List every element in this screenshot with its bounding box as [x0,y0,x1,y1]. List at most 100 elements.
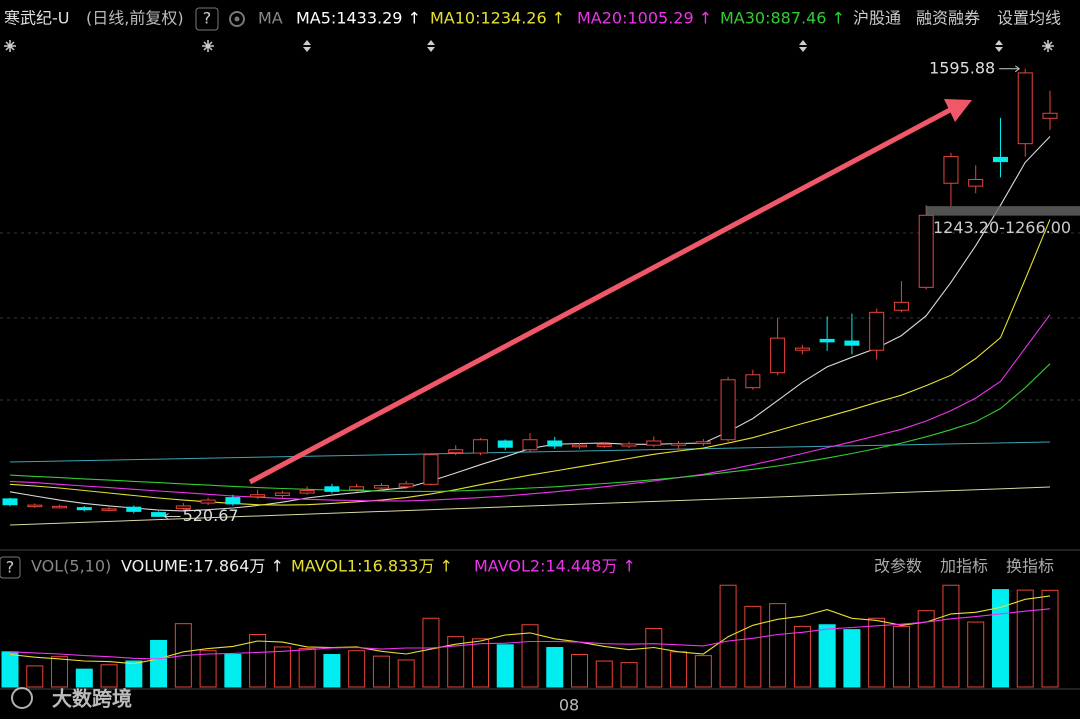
candle-body [423,454,439,485]
volume-bar [769,603,787,688]
star-marker [1042,40,1054,52]
ma-legend: MA5:1433.29 ↑ [296,9,421,28]
annotation-label: 1595.88 [929,58,995,77]
volume-bar [868,617,886,688]
volume-bar [670,651,688,688]
volume-bar [645,628,663,688]
annotation-label: 520.67 [183,506,239,525]
volume-bar [199,650,217,688]
volume-bar [595,660,613,688]
volume-bar [273,646,291,688]
markers [303,40,1003,52]
candle-body [943,156,959,184]
watermark: 大数跨境 [52,687,132,711]
candle-body [844,340,860,346]
x-axis-label: 08 [559,696,579,715]
candle-body [2,498,18,506]
candle-body [76,507,92,511]
help[interactable]: ? [203,9,212,28]
volume-legend: MAVOL1:16.833万 ↑ [291,557,453,576]
ma-legend: MA20:1005.29 ↑ [577,9,712,28]
ma-button[interactable]: MA [258,9,283,28]
candle-body [770,337,786,374]
ma-legend: MA30:887.46 ↑ [720,9,845,28]
volume-bar [422,617,440,688]
candle-body [992,156,1008,163]
volume-bar [471,638,489,688]
star-marker [202,40,214,52]
volume-bar [1041,589,1059,688]
button[interactable]: 换指标 [1006,557,1054,576]
volume-bar [447,636,465,688]
trend-arrowhead [944,99,972,122]
volume-bar [942,584,960,688]
stock-title: 寒武纪-U [4,9,70,28]
candle-body [299,490,315,494]
gear-center [234,16,240,22]
volume-legend: MAVOL2:14.448万 ↑ [474,557,636,576]
volume-bar [125,660,143,688]
price-band [926,206,1080,216]
button[interactable]: 改参数 [874,557,922,576]
volume-bar [620,662,638,688]
candle-body [101,508,117,511]
help-box[interactable] [195,7,219,31]
long-ma [9,486,1051,526]
button[interactable]: 加指标 [940,557,988,576]
ma-line [9,363,1051,492]
candle-body [720,379,736,441]
volume-bar [372,655,390,688]
volume-bar [991,589,1009,688]
volume-bar [546,646,564,688]
volume-bar [1,651,19,688]
candle-body [448,449,464,454]
volume-bar [917,610,935,688]
diamond-marker [995,40,1003,52]
candle-body [621,443,637,447]
volume-bar [1016,589,1034,688]
volume-bar [249,634,267,688]
link[interactable]: 设置均线 [997,9,1061,28]
annotation-arrowhead [163,513,169,520]
candle-body [794,347,810,351]
ma-line [9,595,1051,665]
volume-bar [75,668,93,688]
candle-body [695,441,711,444]
ma-line [9,219,1051,506]
link[interactable]: 沪股通 [853,9,901,28]
candle-body [596,444,612,447]
volume-bar [496,644,514,688]
candle-body [745,374,761,389]
ma-line [9,608,1051,660]
help[interactable]: ? [6,558,15,577]
gear-icon[interactable] [229,11,245,27]
panel-lines [0,232,1080,401]
volume-bar [892,625,910,688]
diamond-marker [427,40,435,52]
annotation-arrowhead [1014,65,1021,73]
price-band-label: 1243.20-1266.00 [933,218,1071,237]
volume-bar [818,624,836,688]
volume-bar [224,654,242,688]
volume-bar [323,654,341,688]
ma-line [9,314,1051,502]
candle-body [572,444,588,448]
candle-body [522,439,538,451]
volume-bar [51,656,69,688]
volume-bar [744,605,762,688]
star-marker [4,40,16,52]
candle-body [968,178,984,187]
link[interactable]: 融资融券 [916,9,980,28]
candle-body [52,505,68,509]
candle-body [869,311,885,351]
candle-body [200,499,216,504]
help-box[interactable] [0,556,21,579]
candle-body [1042,112,1058,119]
volume-bar [571,654,589,688]
volume-bar [843,629,861,688]
period[interactable]: (日线,前复权) [86,9,184,28]
candle-body [547,440,563,447]
